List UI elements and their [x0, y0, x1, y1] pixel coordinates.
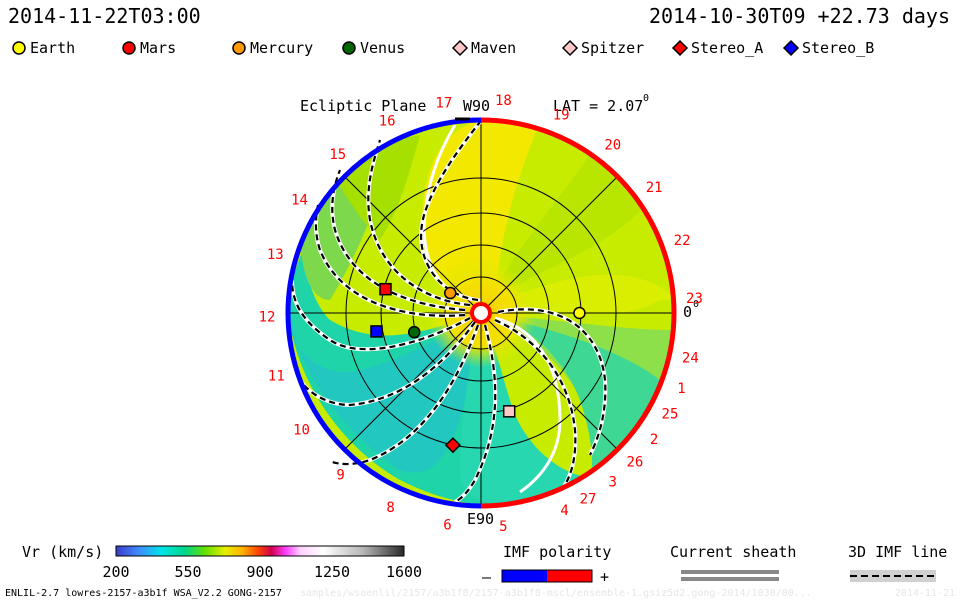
legend-label-stereo_a: Stereo_A [691, 39, 763, 57]
rim-number-18: 18 [495, 93, 512, 109]
imf-line-title: 3D IMF line [848, 543, 947, 561]
legend-marker-stereo_b [782, 39, 800, 57]
plot-title: Ecliptic Plane [300, 97, 426, 115]
imf-lines [290, 121, 607, 503]
legend-label-earth: Earth [30, 39, 75, 57]
body-mercury [443, 286, 457, 300]
rim-number-9: 9 [336, 468, 344, 484]
legend-label-spitzer: Spitzer [581, 39, 644, 57]
run-info: 2014-10-30T09 +22.73 days [649, 4, 950, 28]
sun-marker [470, 302, 492, 324]
rim-number-19: 19 [553, 108, 570, 124]
faint-date: 2014-11-21 [895, 588, 955, 599]
rim-number-16: 16 [379, 114, 396, 130]
rim-number-26: 26 [627, 455, 644, 471]
rim-number-8: 8 [386, 500, 394, 516]
legend-label-maven: Maven [471, 39, 516, 57]
latitude-label: LAT = 2.07 [553, 97, 643, 115]
rim-number-22: 22 [674, 233, 691, 249]
legend-marker-spitzer [561, 39, 579, 57]
current-sheath-title: Current sheath [670, 543, 796, 561]
legend-marker-venus [342, 41, 356, 55]
rim-number-1: 1 [677, 381, 685, 397]
body-spitzer [502, 405, 516, 418]
rim-number-3: 3 [609, 475, 617, 491]
rim-number-21: 21 [646, 180, 663, 196]
colorbar-tick-1600: 1600 [386, 563, 422, 581]
rim-number-24: 24 [682, 350, 699, 366]
colorbar-tick-1250: 1250 [314, 563, 350, 581]
rim-number-23: 23 [686, 291, 703, 307]
rim-number-5: 5 [499, 519, 507, 535]
top-label: W90 [463, 97, 490, 115]
legend-label-stereo_b: Stereo_B [802, 39, 874, 57]
body-markers [370, 282, 586, 454]
legend-marker-mercury [232, 41, 246, 55]
colorbar-tick-550: 550 [174, 563, 201, 581]
imf-line-swatch-bg [850, 570, 936, 582]
colorbar-ticks: 200 550 900 1250 1600 [102, 563, 422, 581]
imf-positive-swatch [547, 570, 592, 582]
run-id: ENLIL-2.7 lowres-2157-a3b1f WSA_V2.2 GON… [5, 588, 282, 599]
bottom-label: E90 [467, 510, 494, 528]
rim-number-14: 14 [291, 193, 308, 209]
imf-plus-label: + [600, 568, 609, 586]
colorbar-tick-900: 900 [246, 563, 273, 581]
rim-number-17: 17 [435, 95, 452, 111]
body-legend: Earth Mars Mercury Venus Maven Spitzer Stereo_… [12, 39, 874, 57]
imf-negative-swatch [502, 570, 547, 582]
simulation-time: 2014-11-22T03:00 [8, 4, 201, 28]
body-earth [573, 306, 586, 320]
rim-positive [480, 117, 677, 509]
rim-number-4: 4 [560, 503, 568, 519]
body-stereo_b [370, 325, 383, 338]
ecliptic-disc [285, 117, 677, 509]
rim-number-13: 13 [267, 247, 284, 263]
latitude-unit: 0 [643, 93, 649, 104]
rim-number-6: 6 [443, 517, 451, 533]
rim-negative [285, 117, 482, 509]
rim-number-11: 11 [268, 369, 285, 385]
body-venus [407, 325, 421, 339]
imf-polarity-title: IMF polarity [503, 543, 611, 561]
legend-marker-stereo_a [671, 39, 689, 57]
legend-marker-earth [12, 41, 26, 55]
legend-label-venus: Venus [360, 39, 405, 57]
rim-number-12: 12 [259, 310, 276, 326]
rim-number-20: 20 [604, 137, 621, 153]
rim-number-2: 2 [650, 432, 658, 448]
colorbar-label: Vr (km/s) [22, 543, 103, 561]
right-label-unit: 0 [693, 299, 699, 310]
faint-path: samples/wsaenlil/2157/a3b1f8/2157-a3b1f8… [300, 588, 812, 599]
imf-minus-label: – [482, 568, 492, 586]
colorbar [115, 545, 405, 557]
body-stereo_a [444, 437, 461, 454]
legend-label-mars: Mars [140, 39, 176, 57]
colorbar-tick-200: 200 [102, 563, 129, 581]
rim-number-27: 27 [580, 491, 597, 507]
rim-number-25: 25 [662, 406, 679, 422]
legend-marker-mars [122, 41, 136, 55]
legend-marker-maven [451, 39, 469, 57]
right-label: 0 [683, 303, 692, 321]
rim-number-15: 15 [329, 147, 346, 163]
current-sheath-swatch-bottom [681, 577, 779, 581]
rim-number-10: 10 [293, 423, 310, 439]
legend-label-mercury: Mercury [250, 39, 313, 57]
current-sheath-swatch-top [681, 570, 779, 574]
body-mars [379, 282, 392, 296]
